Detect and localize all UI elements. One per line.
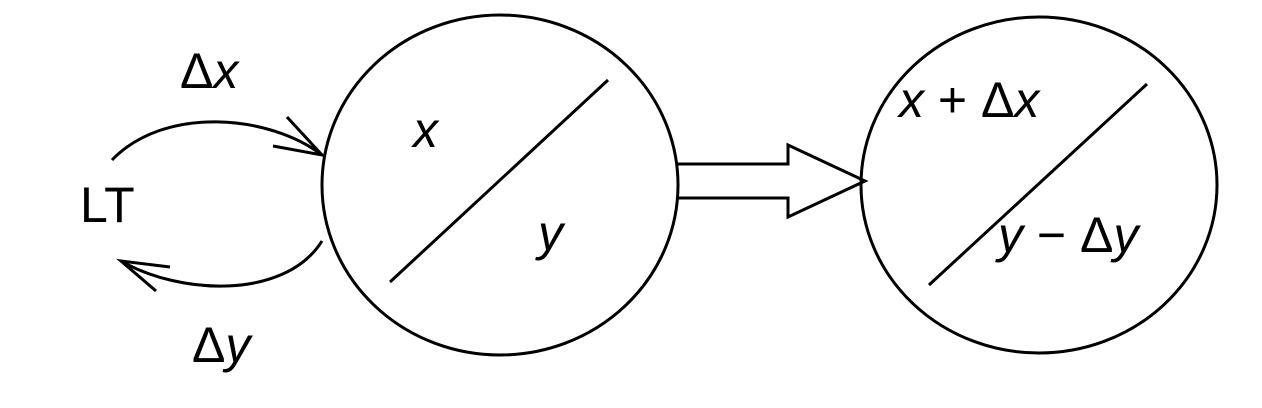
right-divider-line xyxy=(927,82,1149,287)
left-top-var: x xyxy=(411,102,440,158)
delta-y-label: Δy xyxy=(192,317,253,373)
right-state-circle xyxy=(859,15,1219,355)
left-state-circle xyxy=(320,13,680,357)
transition-double-arrow xyxy=(678,142,869,220)
left-divider-line xyxy=(388,78,610,284)
left-bottom-var: y xyxy=(535,205,566,261)
right-top-expression: x + Δx xyxy=(897,72,1041,128)
output-arrowhead xyxy=(116,258,171,293)
input-arc-arrow xyxy=(110,120,323,162)
delta-x-label: Δx xyxy=(180,43,240,99)
input-arrowhead xyxy=(272,115,327,158)
right-bottom-expression: y − Δy xyxy=(995,207,1141,263)
output-arc-arrow xyxy=(120,240,324,288)
lt-label: LT xyxy=(80,177,135,233)
